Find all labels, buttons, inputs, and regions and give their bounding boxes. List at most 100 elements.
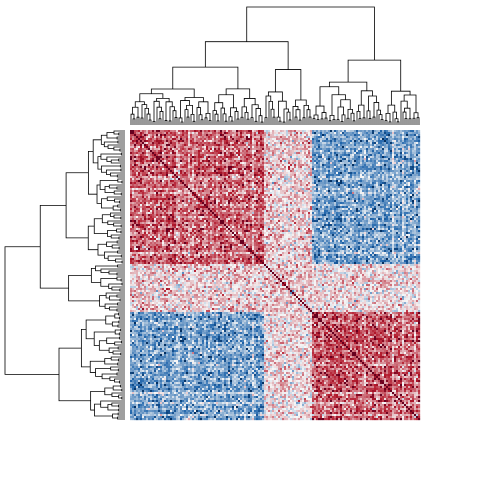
heatmap-cell — [172, 154, 175, 157]
heatmap-cell — [228, 188, 231, 191]
heatmap-cell — [198, 184, 201, 187]
heatmap-cell — [400, 174, 403, 177]
heatmap-cell — [164, 144, 167, 147]
heatmap-cell — [354, 164, 357, 167]
heatmap-cell — [266, 160, 269, 163]
heatmap-cell — [246, 186, 249, 189]
heatmap-cell — [220, 194, 223, 197]
heatmap-cell — [180, 186, 183, 189]
heatmap-cell — [210, 192, 213, 195]
heatmap-cell — [290, 138, 293, 141]
heatmap-cell — [264, 140, 267, 143]
heatmap-cell — [296, 140, 299, 143]
heatmap-cell — [340, 186, 343, 189]
heatmap-cell — [144, 180, 147, 183]
heatmap-cell — [186, 130, 189, 133]
heatmap-cell — [260, 162, 263, 165]
heatmap-cell — [136, 190, 139, 193]
heatmap-cell — [314, 138, 317, 141]
heatmap-cell — [306, 130, 309, 133]
heatmap-cell — [202, 172, 205, 175]
heatmap-cell — [264, 160, 267, 163]
heatmap-cell — [402, 144, 405, 147]
heatmap-cell — [132, 170, 135, 173]
heatmap-cell — [176, 144, 179, 147]
heatmap-cell — [298, 174, 301, 177]
heatmap-cell — [304, 140, 307, 143]
heatmap-cell — [308, 152, 311, 155]
heatmap-cell — [198, 150, 201, 153]
heatmap-cell — [352, 132, 355, 135]
heatmap-cell — [168, 182, 171, 185]
heatmap-cell — [322, 144, 325, 147]
heatmap-cell — [250, 194, 253, 197]
heatmap-cell — [146, 172, 149, 175]
heatmap-cell — [332, 188, 335, 191]
heatmap-cell — [336, 166, 339, 169]
heatmap-cell — [324, 188, 327, 191]
heatmap-cell — [210, 166, 213, 169]
heatmap-cell — [338, 188, 341, 191]
heatmap-cell — [408, 166, 411, 169]
heatmap-cell — [370, 164, 373, 167]
heatmap-cell — [410, 188, 413, 191]
heatmap-cell — [184, 148, 187, 151]
heatmap-cell — [342, 170, 345, 173]
heatmap-cell — [298, 136, 301, 139]
heatmap-cell — [296, 166, 299, 169]
heatmap-cell — [376, 162, 379, 165]
heatmap-cell — [316, 184, 319, 187]
heatmap-cell — [214, 134, 217, 137]
heatmap-cell — [296, 188, 299, 191]
heatmap-cell — [410, 192, 413, 195]
heatmap-cell — [212, 166, 215, 169]
heatmap-cell — [322, 148, 325, 151]
heatmap-cell — [358, 150, 361, 153]
heatmap-cell — [278, 130, 281, 133]
heatmap-cell — [412, 134, 415, 137]
heatmap-cell — [396, 186, 399, 189]
heatmap-cell — [186, 160, 189, 163]
heatmap-cell — [170, 160, 173, 163]
heatmap-cell — [358, 136, 361, 139]
heatmap-cell — [396, 156, 399, 159]
heatmap-cell — [240, 162, 243, 165]
heatmap-cell — [288, 158, 291, 161]
heatmap-cell — [302, 164, 305, 167]
heatmap-cell — [362, 136, 365, 139]
heatmap-cell — [388, 154, 391, 157]
heatmap-cell — [264, 192, 267, 195]
heatmap-cell — [146, 144, 149, 147]
heatmap-cell — [284, 176, 287, 179]
heatmap-cell — [178, 166, 181, 169]
heatmap-cell — [352, 140, 355, 143]
heatmap-cell — [198, 182, 201, 185]
heatmap-cell — [220, 142, 223, 145]
heatmap-cell — [348, 152, 351, 155]
heatmap-cell — [260, 168, 263, 171]
heatmap-cell — [252, 140, 255, 143]
heatmap-cell — [236, 130, 239, 133]
heatmap-cell — [232, 148, 235, 151]
heatmap-cell — [350, 142, 353, 145]
heatmap-cell — [304, 136, 307, 139]
heatmap-cell — [406, 134, 409, 137]
heatmap-cell — [190, 176, 193, 179]
heatmap-cell — [162, 162, 165, 165]
heatmap-cell — [256, 144, 259, 147]
heatmap-cell — [136, 170, 139, 173]
heatmap-cell — [300, 192, 303, 195]
heatmap-cell — [264, 152, 267, 155]
heatmap-cell — [154, 150, 157, 153]
heatmap-cell — [378, 172, 381, 175]
heatmap-cell — [260, 184, 263, 187]
heatmap-cell — [326, 156, 329, 159]
heatmap-cell — [304, 162, 307, 165]
heatmap-cell — [166, 156, 169, 159]
heatmap-cell — [394, 142, 397, 145]
heatmap-cell — [286, 140, 289, 143]
heatmap-cell — [396, 150, 399, 153]
heatmap-cell — [290, 160, 293, 163]
heatmap-cell — [260, 188, 263, 191]
heatmap-cell — [260, 166, 263, 169]
